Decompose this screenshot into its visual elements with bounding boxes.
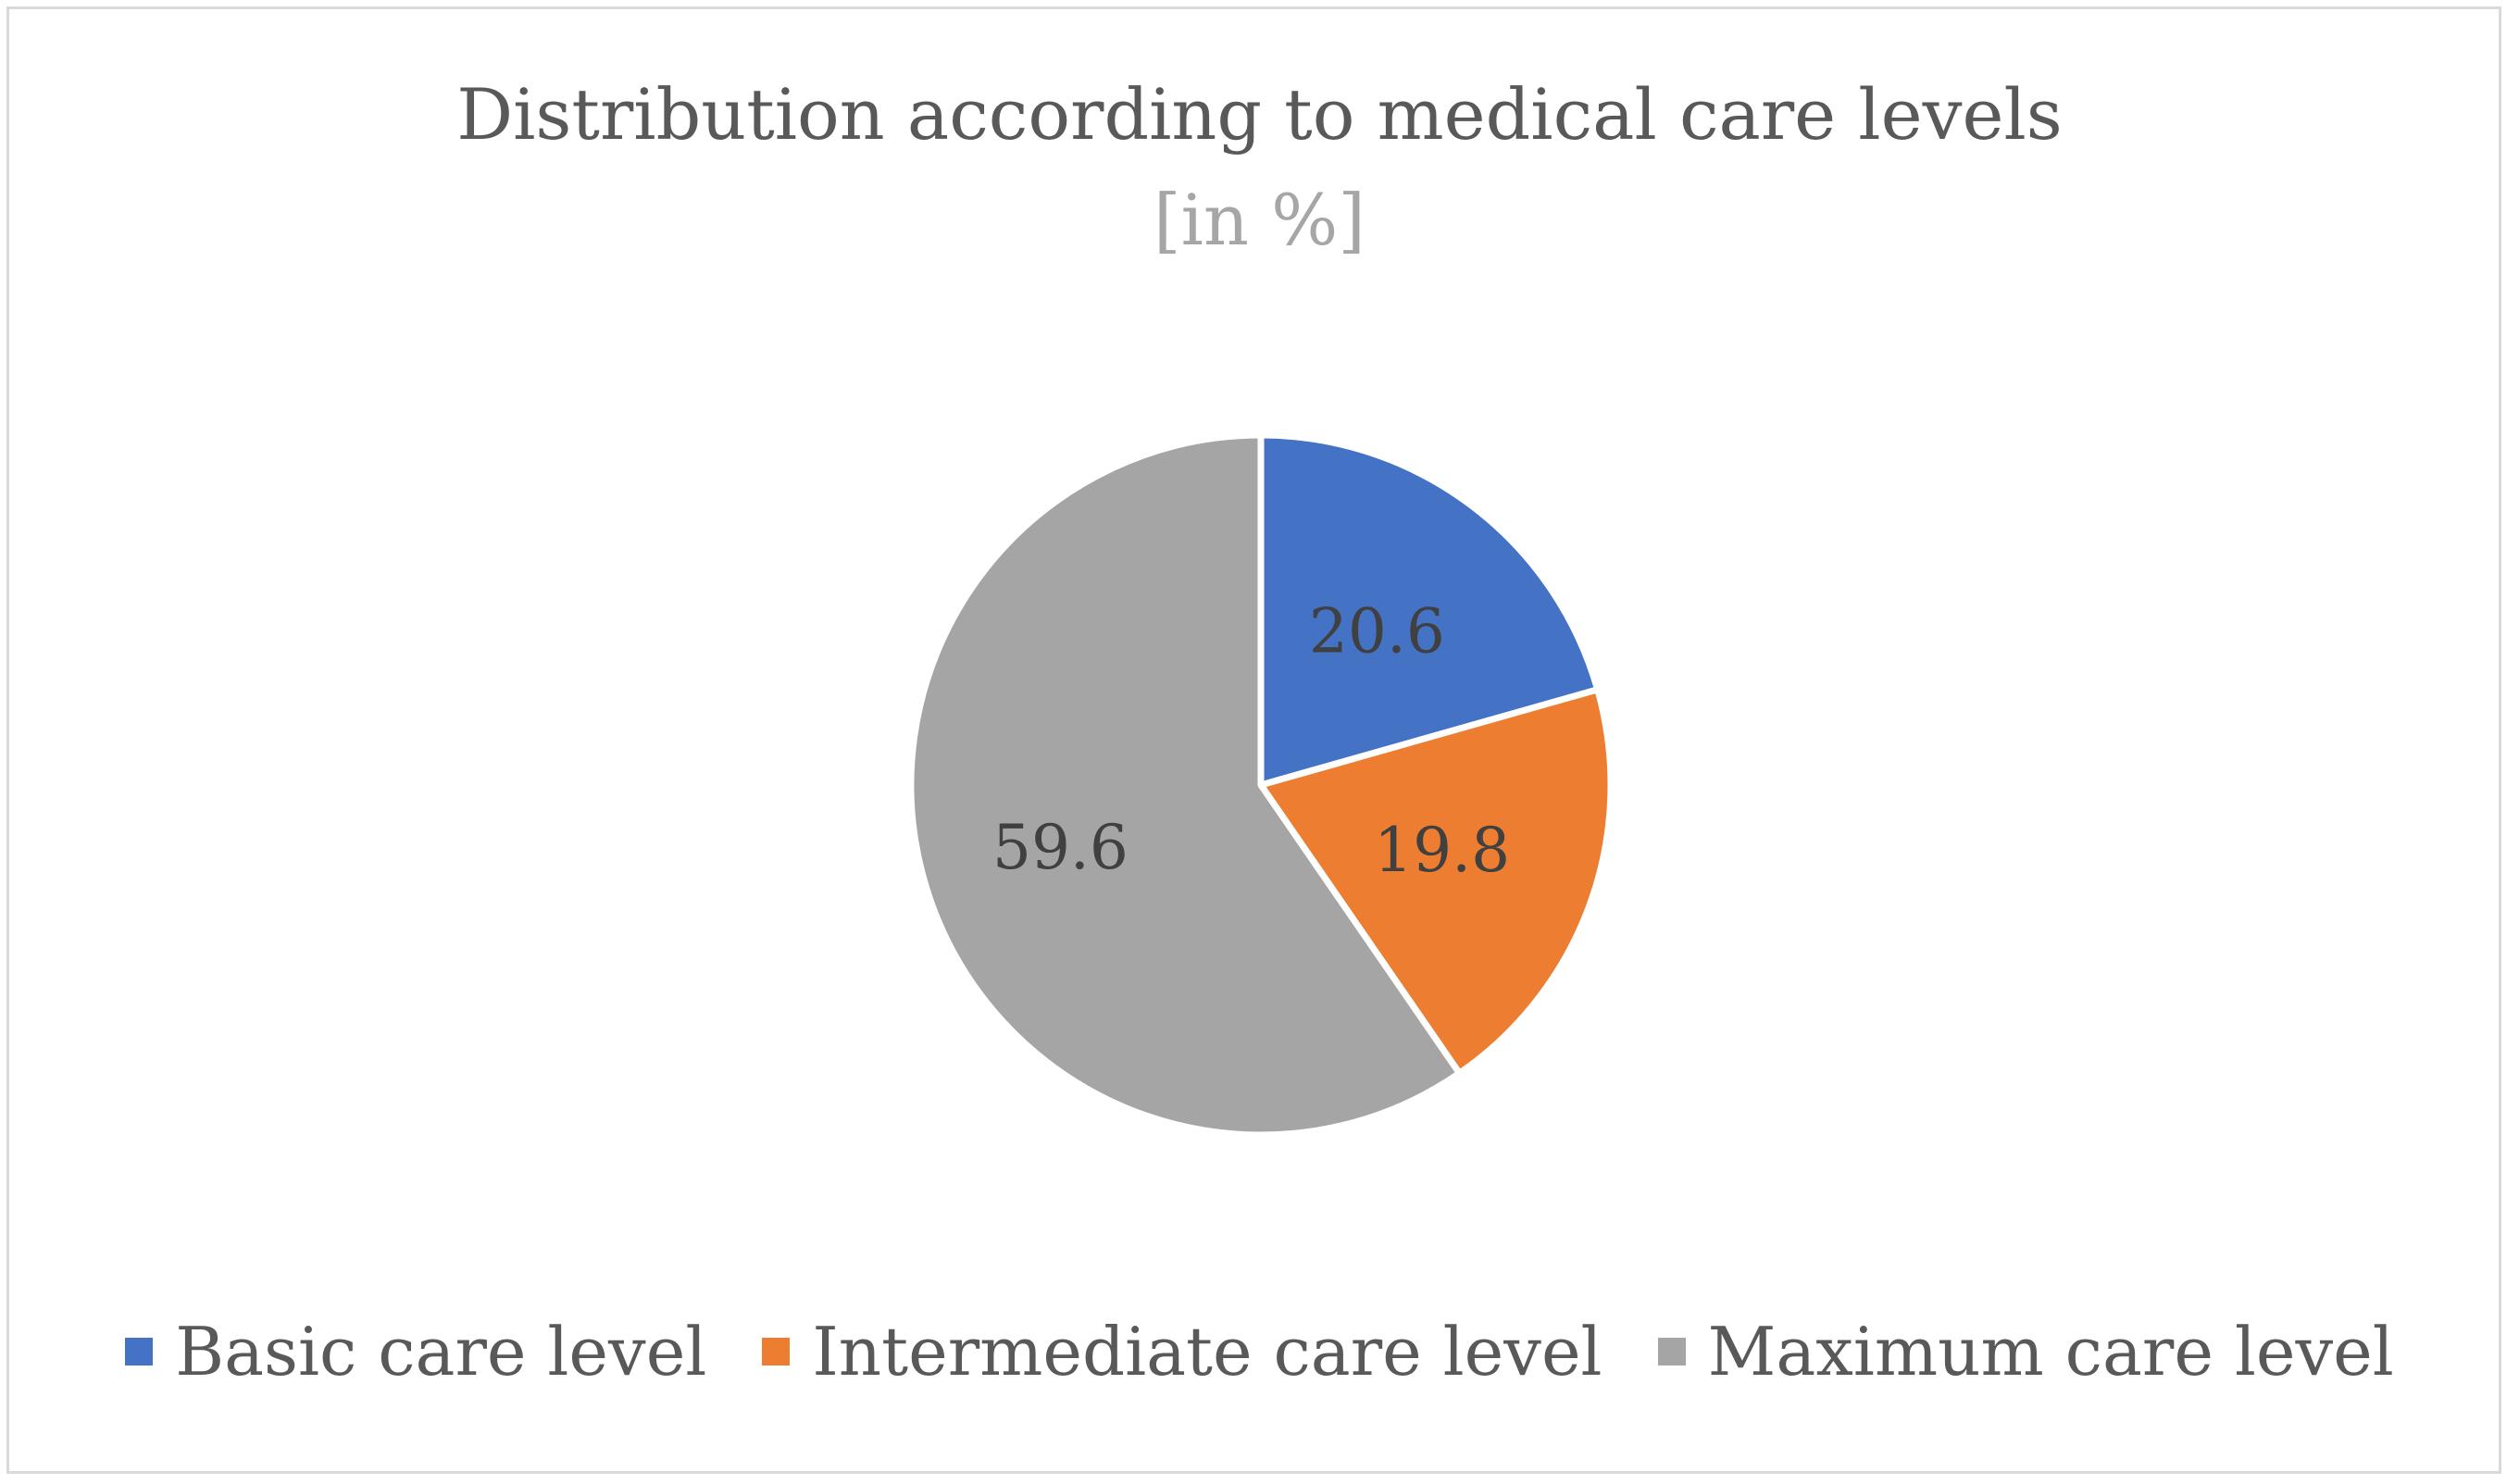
legend-swatch-maximum [1657, 1338, 1686, 1366]
legend-item-maximum: Maximum care level [1657, 1313, 2394, 1390]
legend-item-basic: Basic care level [125, 1313, 706, 1390]
legend-swatch-intermediate [762, 1338, 791, 1366]
legend-label-intermediate: Intermediate care level [812, 1313, 1602, 1390]
pie-slice-basic [1257, 431, 1602, 789]
legend-label-basic: Basic care level [175, 1313, 707, 1390]
legend-label-maximum: Maximum care level [1707, 1313, 2394, 1390]
chart-title: Distribution according to medical care l… [456, 73, 2063, 156]
data-label-maximum: 59.6 [992, 812, 1129, 883]
legend: Basic care level Intermediate care level… [0, 1313, 2519, 1390]
legend-swatch-basic [125, 1338, 154, 1366]
chart-subtitle: [in %] [1154, 179, 1365, 261]
legend-item-intermediate: Intermediate care level [762, 1313, 1602, 1390]
data-label-intermediate: 19.8 [1374, 815, 1510, 886]
pie-slice-maximum [907, 431, 1463, 1139]
data-label-basic: 20.6 [1309, 596, 1445, 667]
pie-slice-intermediate [1257, 686, 1615, 1077]
